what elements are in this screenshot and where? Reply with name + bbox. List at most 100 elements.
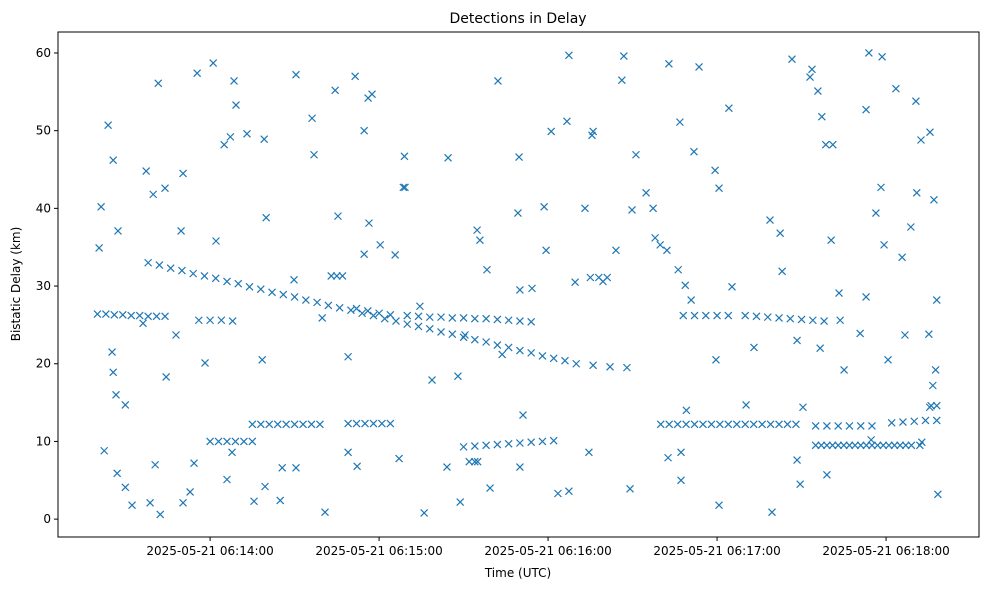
data-point <box>262 213 271 222</box>
data-point <box>540 202 549 211</box>
data-point <box>214 437 223 446</box>
data-point <box>752 312 761 321</box>
data-point <box>268 288 276 297</box>
data-point <box>606 362 614 371</box>
data-point <box>930 195 938 204</box>
data-point <box>95 244 104 252</box>
data-point <box>527 348 536 357</box>
data-point <box>925 403 934 412</box>
data-point <box>139 319 147 328</box>
data-point <box>901 441 910 450</box>
data-point <box>932 416 941 425</box>
data-point <box>470 335 479 344</box>
data-point <box>172 331 180 339</box>
data-point <box>839 441 848 450</box>
data-point <box>674 265 683 274</box>
data-point <box>193 69 202 78</box>
data-point <box>324 301 333 310</box>
data-point <box>486 484 494 492</box>
data-point <box>538 437 547 446</box>
x-tick-label: 2025-05-21 06:14:00 <box>146 544 273 558</box>
data-point <box>231 437 240 446</box>
data-point <box>101 310 110 318</box>
data-point <box>932 401 941 410</box>
y-tick-label: 60 <box>36 46 51 60</box>
data-point <box>316 420 324 429</box>
data-point <box>811 421 820 430</box>
data-point <box>656 240 665 249</box>
data-point <box>917 438 926 447</box>
data-point <box>361 419 369 428</box>
data-point <box>425 324 434 333</box>
data-point <box>926 128 934 137</box>
data-point <box>690 147 698 156</box>
data-point <box>232 101 240 109</box>
data-point <box>338 272 347 280</box>
data-point <box>628 205 636 214</box>
data-point <box>151 460 160 469</box>
data-point <box>420 508 429 517</box>
data-point <box>414 312 423 321</box>
data-point <box>110 310 119 319</box>
data-point <box>677 448 685 457</box>
data-point <box>741 311 750 320</box>
data-point <box>564 487 573 496</box>
data-point <box>135 311 144 320</box>
data-point <box>673 420 682 429</box>
data-point <box>470 314 479 323</box>
data-point <box>572 359 581 368</box>
data-point <box>750 343 758 352</box>
data-point <box>353 462 362 471</box>
data-point <box>822 470 831 479</box>
data-point <box>308 114 316 123</box>
data-point <box>443 463 451 472</box>
data-point <box>907 441 916 450</box>
data-point <box>395 454 404 463</box>
data-point <box>376 240 385 249</box>
data-point <box>884 441 893 450</box>
data-point <box>901 331 909 339</box>
data-point <box>248 420 257 429</box>
data-point <box>211 274 220 283</box>
data-point <box>465 457 474 466</box>
data-point <box>827 236 836 245</box>
data-point <box>335 303 344 312</box>
data-point <box>190 459 198 468</box>
data-point <box>498 350 507 359</box>
data-point <box>879 441 888 450</box>
data-point <box>248 437 257 446</box>
data-point <box>514 209 522 217</box>
data-point <box>778 267 787 276</box>
data-point <box>766 216 774 224</box>
data-point <box>400 152 409 161</box>
data-point <box>321 508 329 517</box>
data-point <box>444 153 453 162</box>
data-point <box>796 480 805 489</box>
data-point <box>473 226 482 235</box>
y-tick-label: 20 <box>36 357 51 371</box>
data-point <box>278 463 287 472</box>
data-point <box>821 140 830 149</box>
data-point <box>884 355 892 364</box>
data-point <box>856 441 865 450</box>
data-point <box>313 298 322 307</box>
data-point <box>261 482 269 491</box>
data-point <box>461 331 469 339</box>
data-point <box>912 188 921 197</box>
data-point <box>896 441 905 450</box>
data-point <box>223 475 231 484</box>
data-point <box>768 508 776 517</box>
data-point <box>878 52 887 61</box>
data-point <box>741 420 750 429</box>
data-point <box>786 314 795 323</box>
data-point <box>290 275 298 284</box>
data-point <box>332 272 341 280</box>
data-point <box>282 420 291 429</box>
data-point <box>808 65 816 74</box>
data-point <box>715 501 723 510</box>
data-point <box>910 417 919 426</box>
data-point <box>776 229 785 238</box>
data-point <box>783 420 792 429</box>
data-point <box>179 498 187 507</box>
data-point <box>547 127 556 136</box>
